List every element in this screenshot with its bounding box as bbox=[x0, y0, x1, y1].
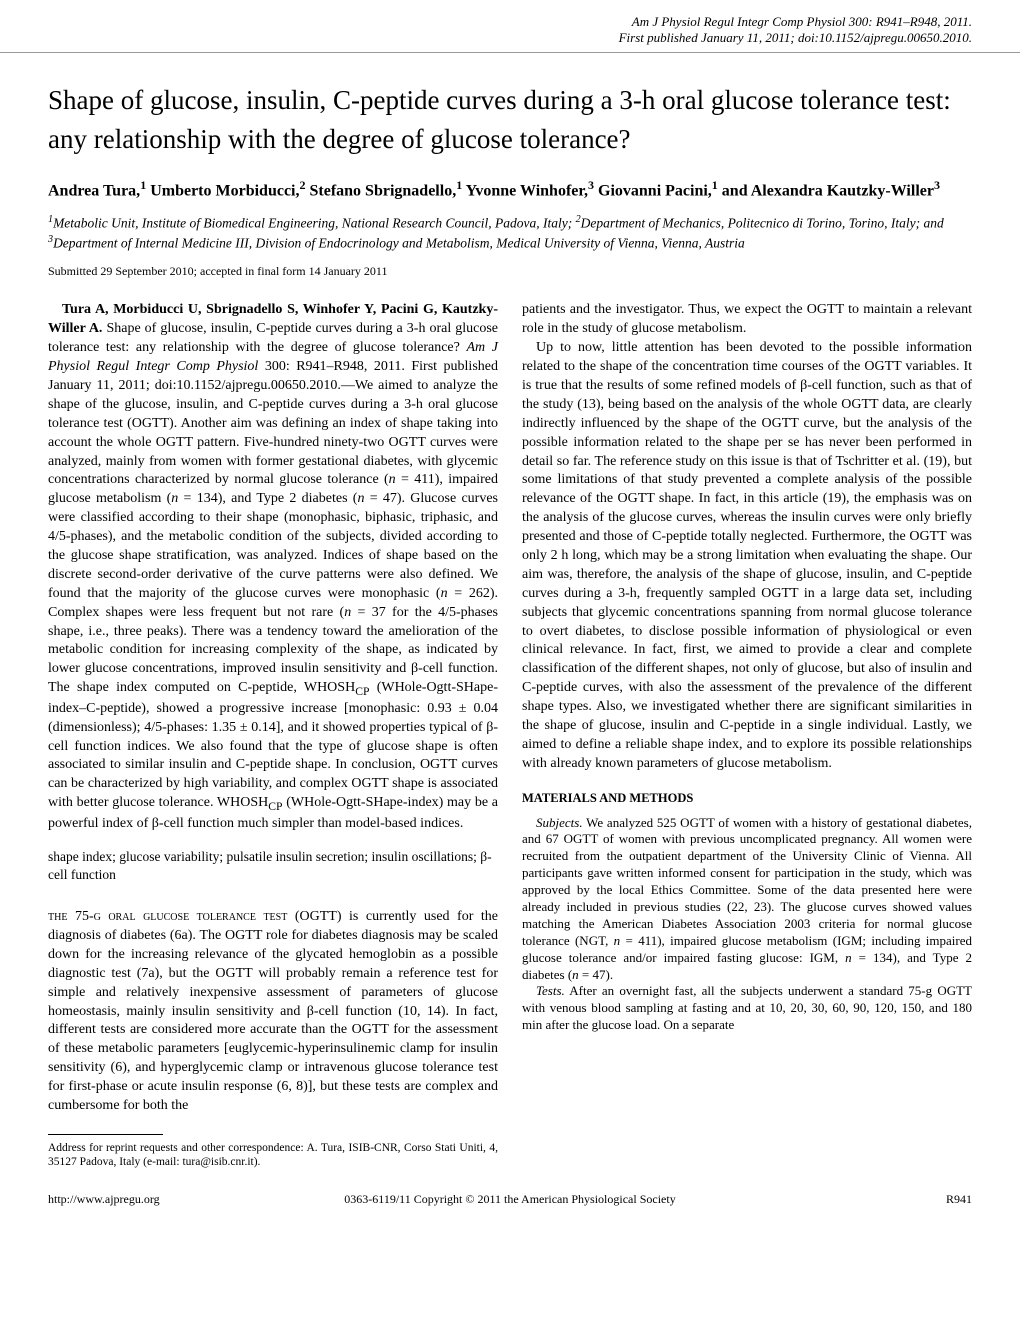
subjects-subhead: Subjects. bbox=[536, 815, 583, 830]
methods-tests: Tests. After an overnight fast, all the … bbox=[522, 983, 972, 1034]
main-content: Shape of glucose, insulin, C-peptide cur… bbox=[0, 53, 1020, 1186]
authors-list: Andrea Tura,1 Umberto Morbiducci,2 Stefa… bbox=[48, 177, 972, 203]
submission-dates: Submitted 29 September 2010; accepted in… bbox=[48, 264, 972, 279]
journal-citation: Am J Physiol Regul Integr Comp Physiol 3… bbox=[48, 14, 972, 30]
footer-url: http://www.ajpregu.org bbox=[48, 1192, 218, 1207]
affiliations: 1Metabolic Unit, Institute of Biomedical… bbox=[48, 213, 972, 252]
methods-subjects: Subjects. We analyzed 525 OGTT of women … bbox=[522, 815, 972, 984]
introduction-paragraph: THE 75-G ORAL GLUCOSE TOLERANCE TEST (OG… bbox=[48, 908, 498, 1116]
intro-rest: (OGTT) is currently used for the diagnos… bbox=[48, 909, 498, 1113]
tests-subhead: Tests. bbox=[536, 983, 565, 998]
footnote-divider bbox=[48, 1134, 163, 1135]
left-column: Tura A, Morbiducci U, Sbrignadello S, Wi… bbox=[48, 301, 498, 1169]
right-para-1: patients and the investigator. Thus, we … bbox=[522, 301, 972, 339]
tests-text: After an overnight fast, all the subject… bbox=[522, 983, 972, 1032]
page-footer: http://www.ajpregu.org 0363-6119/11 Copy… bbox=[0, 1186, 1020, 1221]
intro-lead-caps: THE 75-G ORAL GLUCOSE TOLERANCE TEST bbox=[48, 909, 287, 924]
abstract: Tura A, Morbiducci U, Sbrignadello S, Wi… bbox=[48, 301, 498, 833]
subjects-text: We analyzed 525 OGTT of women with a his… bbox=[522, 815, 972, 982]
footer-page-number: R941 bbox=[802, 1192, 972, 1207]
methods-heading: MATERIALS AND METHODS bbox=[522, 790, 972, 807]
doi-line: First published January 11, 2011; doi:10… bbox=[48, 30, 972, 46]
article-title: Shape of glucose, insulin, C-peptide cur… bbox=[48, 81, 972, 159]
abstract-body: Shape of glucose, insulin, C-peptide cur… bbox=[48, 321, 498, 830]
two-column-layout: Tura A, Morbiducci U, Sbrignadello S, Wi… bbox=[48, 301, 972, 1169]
right-para-2: Up to now, little attention has been dev… bbox=[522, 339, 972, 773]
right-column: patients and the investigator. Thus, we … bbox=[522, 301, 972, 1169]
correspondence-address: Address for reprint requests and other c… bbox=[48, 1141, 498, 1170]
keywords: shape index; glucose variability; pulsat… bbox=[48, 848, 498, 884]
footer-copyright: 0363-6119/11 Copyright © 2011 the Americ… bbox=[218, 1192, 802, 1207]
journal-header: Am J Physiol Regul Integr Comp Physiol 3… bbox=[0, 0, 1020, 53]
